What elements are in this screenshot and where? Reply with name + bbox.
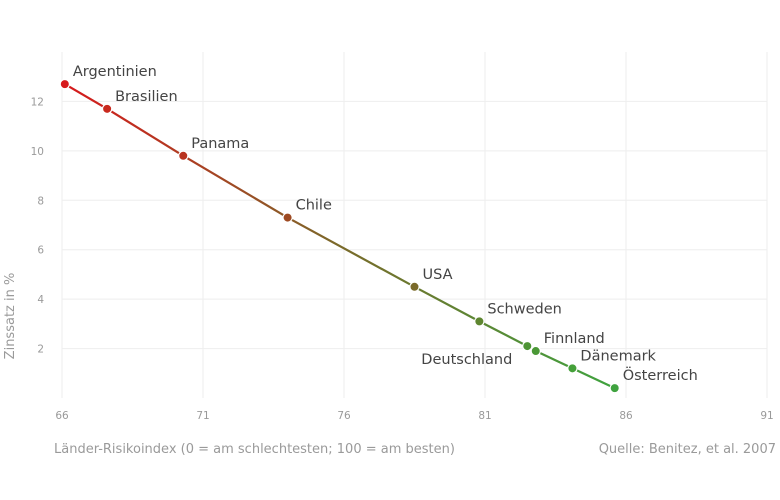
x-tick-label: 81 xyxy=(478,410,491,422)
data-point xyxy=(178,150,189,161)
y-tick-label: 8 xyxy=(37,195,44,207)
data-point xyxy=(101,103,113,115)
data-point xyxy=(530,345,541,357)
x-tick-label: 66 xyxy=(55,410,69,422)
x-tick-label: 86 xyxy=(619,410,633,422)
data-point xyxy=(474,316,485,327)
point-label: Argentinien xyxy=(73,64,157,80)
point-label: Österreich xyxy=(623,366,698,384)
point-label: Finnland xyxy=(544,331,605,347)
data-points xyxy=(59,78,620,394)
y-tick-label: 4 xyxy=(37,294,44,306)
point-label: Deutschland xyxy=(421,352,512,368)
point-label: Dänemark xyxy=(580,348,656,364)
grid xyxy=(61,52,768,398)
y-tick-label: 12 xyxy=(31,96,44,108)
data-point xyxy=(567,363,578,374)
y-tick-label: 10 xyxy=(31,146,44,158)
source-note: Quelle: Benitez, et al. 2007 xyxy=(599,442,776,457)
x-tick-label: 71 xyxy=(196,410,209,422)
data-point xyxy=(282,212,293,223)
x-axis-title: Länder-Risikoindex (0 = am schlechtesten… xyxy=(54,442,455,457)
y-axis-title: Zinssatz in % xyxy=(3,273,18,360)
point-labels: Argentinien Brasilien Panama Chile USA Schwed… xyxy=(73,64,698,384)
y-tick-label: 2 xyxy=(37,344,44,356)
data-point xyxy=(59,78,71,90)
tick-labels: 66 71 76 81 86 91 2 4 6 8 10 12 xyxy=(31,96,774,422)
x-tick-label: 76 xyxy=(337,410,351,422)
point-label: Schweden xyxy=(487,301,561,317)
point-label: Panama xyxy=(191,136,249,152)
data-point xyxy=(522,340,533,352)
point-label: Brasilien xyxy=(115,89,178,105)
y-tick-label: 6 xyxy=(37,245,44,257)
point-label: Chile xyxy=(296,198,332,214)
data-point xyxy=(609,382,620,394)
data-point xyxy=(409,281,420,292)
series-line xyxy=(64,83,616,390)
x-tick-label: 91 xyxy=(760,410,773,422)
point-label: USA xyxy=(423,267,453,283)
